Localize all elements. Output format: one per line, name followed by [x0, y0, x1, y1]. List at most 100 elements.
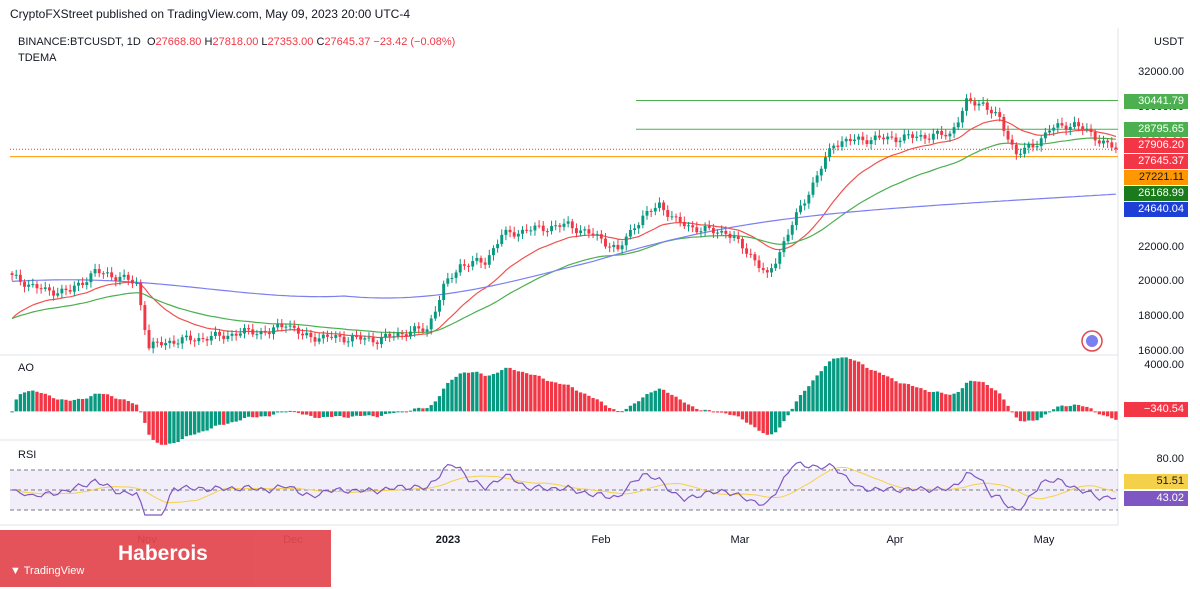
candle-body [1110, 142, 1114, 148]
ao-bar [143, 411, 147, 423]
tradingview-brand: TradingView [23, 565, 85, 577]
ao-bar [1110, 411, 1114, 419]
ao-bar [263, 411, 267, 417]
candle-body [147, 330, 151, 349]
candle-body [516, 233, 520, 237]
candle-body [342, 336, 346, 343]
candle-body [512, 232, 516, 237]
rsi-pane-label[interactable]: RSI [18, 449, 37, 461]
price-tag: 30441.79 [1124, 93, 1188, 109]
ao-bar [18, 394, 23, 412]
candle-body [118, 276, 122, 281]
ao-bar [653, 390, 657, 412]
candle-body [18, 274, 22, 282]
ao-bar [645, 394, 649, 412]
ao-bar [836, 358, 840, 412]
candle-body [848, 138, 852, 142]
symbol-label[interactable]: BINANCE:BTCUSDT, 1D [18, 36, 141, 48]
ao-bar [246, 411, 251, 417]
ao-bar [85, 398, 89, 412]
ao-bar [284, 411, 288, 413]
ao-bar [188, 411, 193, 436]
candle-body [653, 207, 657, 212]
candle-body [599, 234, 603, 239]
ao-bar [276, 411, 280, 413]
candle-body [998, 112, 1002, 117]
candle-body [608, 246, 612, 248]
ao-bar [89, 396, 93, 412]
change-value: −23.42 (−0.08%) [373, 36, 456, 48]
ao-bar [222, 411, 226, 425]
x-tick-label: Mar [730, 534, 750, 546]
ao-bar [778, 411, 782, 428]
candle-body [641, 215, 645, 226]
candle-body [1035, 146, 1039, 148]
ao-pane-label[interactable]: AO [18, 362, 34, 374]
ao-bar [388, 411, 392, 414]
ao-bar [529, 374, 533, 412]
candle-body [400, 332, 404, 335]
ao-bar [935, 391, 940, 412]
candle-body [56, 293, 60, 296]
ao-bar [1056, 406, 1060, 412]
candle-body [662, 202, 666, 211]
candle-body [462, 264, 466, 266]
candle-body [960, 110, 964, 123]
candle-body [749, 253, 753, 255]
candle-body [160, 342, 163, 346]
rsi-line [12, 461, 1116, 516]
candle-body [396, 332, 400, 337]
candle-body [757, 260, 761, 269]
candle-body [877, 135, 881, 138]
ao-bar [861, 364, 865, 412]
ao-bar [578, 392, 583, 412]
ao-bar [599, 401, 604, 412]
ao-bar [305, 411, 309, 415]
candle-body [898, 140, 902, 143]
ao-bar [886, 376, 890, 412]
candle-body [657, 202, 661, 208]
candle-body [587, 229, 591, 234]
candle-body [388, 333, 392, 337]
ao-bar [989, 388, 994, 412]
ao-bar [201, 411, 205, 432]
ao-bar [649, 392, 653, 412]
ao-bar [541, 378, 545, 412]
ao-bar [832, 358, 836, 412]
candle-body [1056, 123, 1060, 128]
ao-bar [22, 392, 27, 412]
candle-body [255, 334, 259, 336]
ao-bar [927, 391, 931, 412]
candle-body [60, 288, 64, 294]
candle-body [931, 133, 935, 140]
ao-bar [437, 396, 442, 412]
candle-body [247, 328, 251, 330]
ao-bar [1002, 399, 1006, 412]
ao-bar [39, 393, 43, 412]
indicator-label[interactable]: TDEMA [18, 52, 57, 64]
candle-body [321, 334, 325, 339]
ao-bar [508, 367, 512, 412]
candle-body [915, 136, 919, 138]
candle-body [375, 342, 379, 345]
candle-body [965, 98, 968, 111]
candle-body [272, 327, 275, 335]
candle-body [944, 134, 948, 137]
candle-body [562, 223, 566, 227]
ao-bar [720, 411, 724, 413]
ao-bar [699, 410, 703, 412]
ao-bar [815, 375, 819, 412]
rsi-last-tag: 43.02 [1124, 491, 1188, 506]
ao-bar [1105, 411, 1110, 417]
candle-body [1085, 128, 1089, 130]
ao-bar [14, 399, 18, 412]
candle-body [691, 225, 695, 228]
candle-body [803, 203, 807, 206]
candle-body [458, 264, 462, 273]
ao-bar [1018, 411, 1023, 422]
ao-bar [1010, 411, 1014, 413]
candle-body [740, 239, 744, 249]
ao-bar [881, 374, 886, 412]
ao-bar [454, 376, 458, 412]
